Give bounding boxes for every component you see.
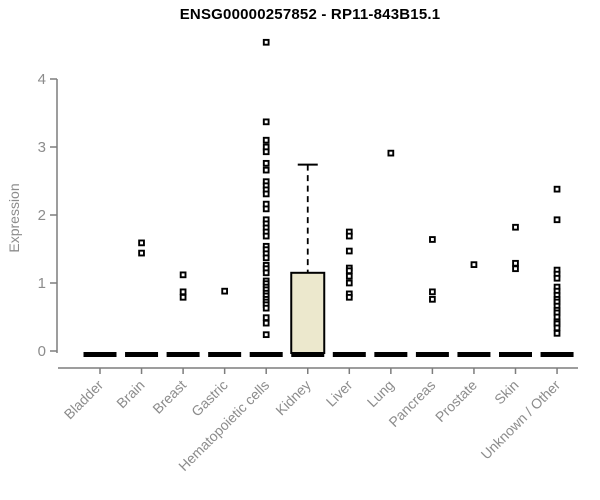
data-point xyxy=(345,267,353,275)
data-point xyxy=(429,295,436,303)
x-category-label: Skin xyxy=(491,377,522,408)
data-point xyxy=(262,205,270,213)
median-bar xyxy=(374,352,408,357)
median-bar xyxy=(499,352,532,357)
median-bar xyxy=(83,352,117,357)
data-point xyxy=(553,329,561,337)
y-tick-label: 3 xyxy=(38,139,46,156)
data-point xyxy=(262,38,270,46)
data-point xyxy=(345,279,353,287)
data-point xyxy=(179,288,187,296)
x-category-label: Liver xyxy=(323,377,356,410)
data-point xyxy=(179,271,187,279)
median-bar xyxy=(457,352,491,357)
box xyxy=(290,271,326,354)
data-point xyxy=(262,232,270,240)
data-point xyxy=(262,166,270,174)
median-bar xyxy=(540,352,574,357)
x-category-label: Brain xyxy=(113,377,147,411)
data-point xyxy=(262,254,270,262)
data-point xyxy=(512,265,519,273)
data-point xyxy=(262,314,270,322)
data-point xyxy=(345,247,353,255)
data-point xyxy=(262,118,270,126)
data-point xyxy=(138,249,145,257)
x-category-label: Lung xyxy=(364,377,397,410)
data-point xyxy=(429,288,436,296)
data-point xyxy=(553,324,561,332)
median-bar xyxy=(125,352,159,357)
median-bar xyxy=(332,352,366,357)
chart-title: ENSG00000257852 - RP11-843B15.1 xyxy=(179,6,441,23)
data-point xyxy=(262,148,270,156)
y-tick-label: 2 xyxy=(38,207,46,224)
data-point xyxy=(262,190,270,198)
x-category-label: Prostate xyxy=(432,377,480,425)
data-point xyxy=(221,287,229,295)
data-point xyxy=(345,272,353,280)
x-category-label: Bladder xyxy=(61,377,107,423)
y-tick-label: 1 xyxy=(38,275,46,292)
data-point xyxy=(553,216,561,224)
data-point xyxy=(553,185,561,193)
x-category-label: Unknown / Other xyxy=(478,377,564,463)
x-category-label: Breast xyxy=(149,377,189,417)
y-tick-label: 0 xyxy=(38,343,46,360)
median-bar xyxy=(415,352,449,357)
data-point xyxy=(345,232,353,240)
data-point xyxy=(262,304,270,312)
data-point xyxy=(512,223,519,231)
data-point xyxy=(345,293,353,301)
median-bar xyxy=(249,352,283,357)
data-point xyxy=(387,149,395,157)
median-bar xyxy=(208,352,242,357)
data-point xyxy=(470,261,478,268)
y-tick-label: 4 xyxy=(38,71,46,88)
median-bar xyxy=(291,352,325,357)
data-point xyxy=(262,159,270,167)
data-point xyxy=(138,239,145,247)
data-point xyxy=(429,236,436,243)
data-point xyxy=(179,293,187,301)
data-point xyxy=(553,274,561,282)
data-point xyxy=(262,331,270,339)
x-category-label: Kidney xyxy=(272,377,314,419)
data-point xyxy=(262,269,270,277)
data-point xyxy=(512,259,519,267)
data-point xyxy=(262,136,270,144)
data-point xyxy=(262,319,270,327)
median-bar xyxy=(166,352,200,357)
